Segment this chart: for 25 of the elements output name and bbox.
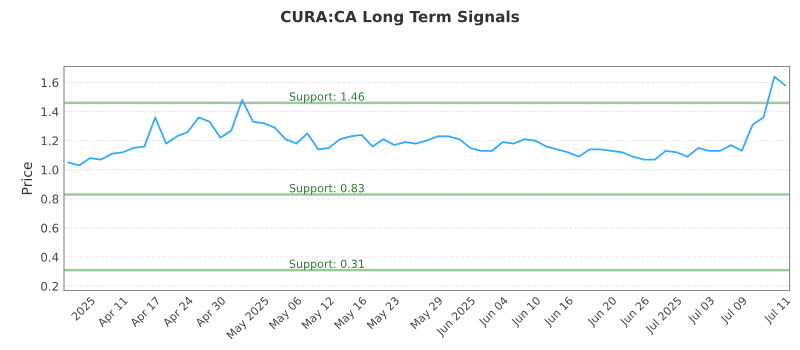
y-tick-label: 0.4: [41, 252, 58, 262]
ref-line-label: Support: 0.31: [290, 260, 364, 270]
y-tick-label: 0.2: [41, 282, 58, 291]
y-tick-label: 0.8: [41, 194, 58, 204]
x-tick-label: Apr 30: [194, 296, 228, 329]
y-tick-label: 0.6: [41, 224, 58, 233]
ref-line-label: Support: 1.46: [290, 92, 364, 103]
x-tick-label: Apr 24: [162, 296, 195, 329]
x-tick-label: Jul 03: [686, 296, 716, 326]
y-tick-label: 1.2: [42, 136, 58, 146]
line-series: [67, 76, 786, 166]
y-tick-label: 1.4: [42, 107, 58, 116]
x-tick-label: Jul 09: [719, 296, 749, 326]
x-tick-label: Jul 11: [762, 296, 792, 326]
x-tick-label: Jun 04: [478, 296, 510, 328]
y-axis-title: Price: [21, 162, 32, 194]
x-tick-label: Jun 20: [586, 296, 618, 328]
y-tick-label: 1.6: [42, 78, 58, 88]
chart-title: CURA:CA Long Term Signals: [280, 10, 520, 26]
x-tick-label: Apr 17: [129, 296, 162, 329]
y-tick-label: 1.0: [42, 165, 58, 174]
x-tick-label: Jun 10: [510, 296, 542, 328]
x-tick-label: Apr 11: [96, 296, 130, 329]
x-tick-label: Jun 16: [542, 296, 576, 328]
ref-line-label: Support: 0.83: [290, 184, 364, 194]
